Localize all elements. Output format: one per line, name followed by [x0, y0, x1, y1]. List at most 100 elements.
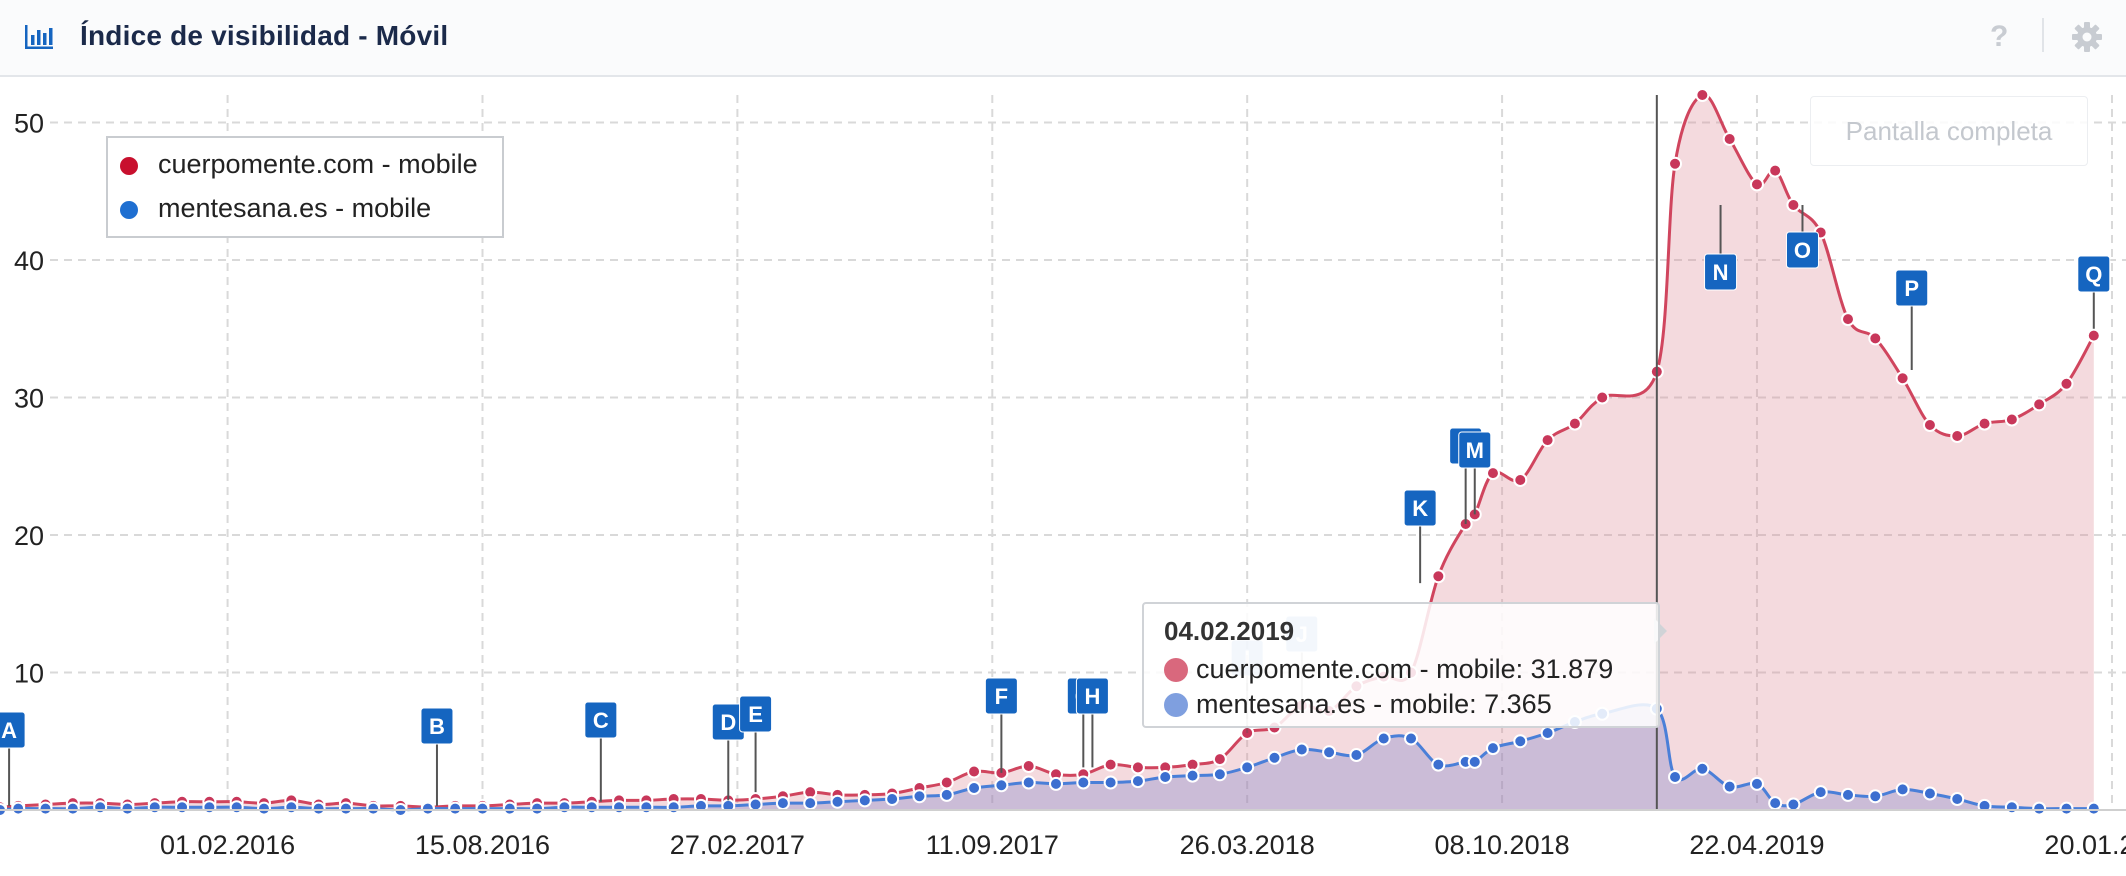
event-marker-f: F [984, 677, 1018, 773]
event-marker-label: E [748, 702, 763, 727]
data-point-mentesana [11, 801, 26, 816]
header-divider [2042, 18, 2044, 52]
data-point-cuerpomente [2032, 397, 2047, 412]
legend-item-cuerpomente[interactable]: cuerpomente.com - mobile [120, 144, 478, 184]
tooltip-value-cuerpomente: cuerpomente.com - mobile: 31.879 [1196, 654, 1614, 684]
data-point-cuerpomente [1786, 198, 1801, 212]
x-tick-label: 01.02.2016 [160, 830, 295, 860]
legend-marker-cuerpomente [120, 157, 138, 175]
x-tick-label: 27.02.2017 [670, 830, 805, 860]
data-point-cuerpomente [1977, 416, 1992, 431]
data-point-mentesana [912, 789, 927, 804]
data-point-mentesana [939, 787, 954, 802]
y-tick-label: 10 [14, 659, 44, 689]
x-tick-label: 08.10.2018 [1434, 830, 1569, 860]
data-point-mentesana [1668, 770, 1683, 784]
event-marker-box [0, 711, 26, 749]
data-point-mentesana [311, 801, 326, 816]
data-point-cuerpomente [1431, 569, 1446, 584]
data-point-mentesana [1376, 731, 1391, 746]
data-point-mentesana [1895, 782, 1910, 797]
data-point-cuerpomente [1485, 466, 1500, 481]
data-point-mentesana [93, 800, 108, 815]
event-marker-box [584, 701, 618, 739]
data-point-mentesana [2004, 800, 2019, 815]
data-point-cuerpomente [1895, 371, 1910, 386]
data-point-mentesana [229, 800, 244, 815]
tooltip-marker-mentesana [1164, 693, 1188, 717]
tooltip-row-mentesana: mentesana.es - mobile: 7.365 [1164, 689, 1552, 720]
data-point-mentesana [1695, 761, 1710, 776]
data-point-cuerpomente [1513, 473, 1528, 487]
data-point-mentesana [1749, 776, 1764, 791]
data-point-cuerpomente [967, 764, 982, 779]
data-point-mentesana [1049, 776, 1063, 791]
data-point-mentesana [885, 792, 900, 806]
data-point-mentesana [1240, 760, 1255, 775]
data-point-mentesana [1431, 757, 1446, 772]
data-point-mentesana [1786, 797, 1801, 812]
y-tick-label: 50 [14, 109, 44, 139]
event-marker-box [1458, 431, 1492, 469]
data-point-mentesana [2086, 801, 2101, 816]
page-title: Índice de visibilidad - Móvil [80, 20, 449, 51]
data-point-mentesana [38, 801, 53, 816]
event-marker-b: B [420, 707, 454, 806]
data-point-cuerpomente [1841, 312, 1855, 327]
data-point-cuerpomente [1749, 177, 1764, 192]
event-marker-label: M [1466, 438, 1484, 463]
tooltip-marker-cuerpomente [1164, 658, 1188, 682]
data-point-mentesana [448, 801, 463, 816]
event-marker-box [2077, 255, 2111, 293]
data-point-mentesana [1768, 796, 1783, 811]
data-point-mentesana [1922, 786, 1937, 801]
event-marker-box [1403, 489, 1437, 527]
x-tick-label: 26.03.2018 [1180, 830, 1315, 860]
event-marker-label: D [720, 710, 736, 735]
data-point-mentesana [1185, 768, 1200, 783]
data-point-cuerpomente [2059, 376, 2074, 391]
data-point-mentesana [284, 800, 299, 815]
data-point-mentesana [994, 778, 1009, 793]
data-point-cuerpomente [1922, 418, 1937, 432]
chart-tooltip: 04.02.2019 cuerpomente.com - mobile: 31.… [1142, 602, 1660, 728]
event-marker-c: C [584, 701, 618, 802]
data-point-mentesana [1158, 770, 1173, 784]
data-point-cuerpomente [2086, 328, 2101, 343]
data-point-mentesana [803, 796, 818, 811]
data-point-mentesana [530, 801, 545, 816]
data-point-mentesana [1868, 789, 1883, 804]
data-point-mentesana [1485, 741, 1500, 756]
data-point-cuerpomente [1668, 156, 1683, 171]
data-point-mentesana [257, 801, 271, 816]
fullscreen-button[interactable]: Pantalla completa [1810, 96, 2088, 166]
data-point-mentesana [584, 800, 599, 815]
event-marker-o: O [1785, 205, 1819, 269]
event-marker-box [1895, 269, 1929, 307]
event-marker-n: N [1704, 205, 1738, 291]
tooltip-date: 04.02.2019 [1164, 616, 1295, 646]
data-point-mentesana [366, 801, 381, 816]
legend-marker-mentesana [120, 201, 138, 219]
x-tick-label: 15.08.2016 [415, 830, 550, 860]
event-marker-label: H [1084, 684, 1100, 709]
event-marker-m: M [1458, 431, 1492, 515]
data-point-mentesana [1404, 731, 1419, 746]
data-point-mentesana [666, 800, 681, 815]
event-marker-box [739, 695, 773, 733]
data-point-mentesana [420, 801, 435, 816]
data-point-mentesana [502, 801, 517, 816]
y-tick-label: 20 [14, 521, 44, 551]
data-point-cuerpomente [1595, 390, 1610, 405]
event-marker-h: H [1075, 677, 1109, 768]
data-point-mentesana [65, 801, 80, 816]
gear-icon[interactable] [2070, 20, 2104, 54]
help-icon[interactable]: ? [1990, 20, 2009, 53]
legend-item-mentesana[interactable]: mentesana.es - mobile [120, 188, 431, 228]
event-marker-box [1704, 253, 1738, 291]
event-marker-box [1075, 677, 1109, 715]
event-marker-e: E [739, 695, 773, 793]
x-tick-label: 22.04.2019 [1689, 830, 1824, 860]
data-point-mentesana [1950, 792, 1965, 806]
